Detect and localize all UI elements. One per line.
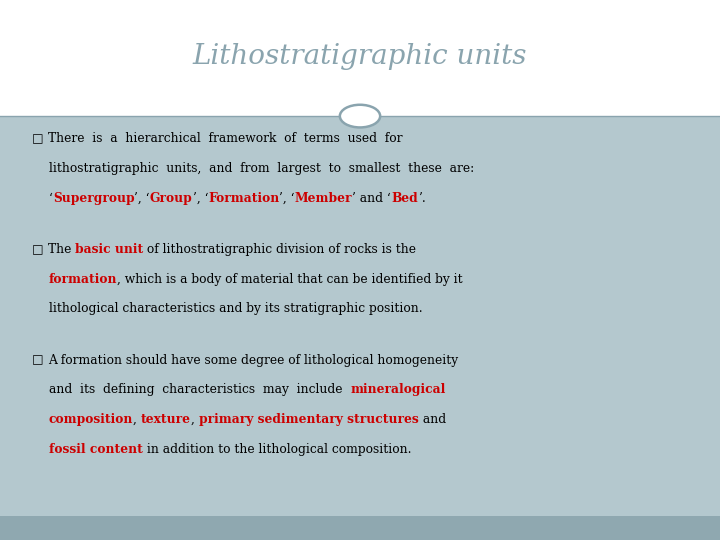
Text: and: and <box>418 413 446 426</box>
FancyBboxPatch shape <box>0 116 720 516</box>
Text: Member: Member <box>295 192 353 205</box>
Text: There  is  a  hierarchical  framework  of  terms  used  for: There is a hierarchical framework of ter… <box>48 132 402 145</box>
Text: ’ and ‘: ’ and ‘ <box>353 192 391 205</box>
Text: Group: Group <box>150 192 193 205</box>
Text: of lithostratigraphic division of rocks is the: of lithostratigraphic division of rocks … <box>143 243 416 256</box>
Text: Lithostratigraphic units: Lithostratigraphic units <box>193 43 527 70</box>
Text: Supergroup: Supergroup <box>53 192 135 205</box>
Text: A formation should have some degree of lithological homogeneity: A formation should have some degree of l… <box>48 354 458 367</box>
Text: and  its  defining  characteristics  may  include: and its defining characteristics may inc… <box>49 383 350 396</box>
Text: primary sedimentary structures: primary sedimentary structures <box>199 413 418 426</box>
Text: Formation: Formation <box>208 192 279 205</box>
FancyBboxPatch shape <box>0 516 720 540</box>
Text: ’, ‘: ’, ‘ <box>135 192 150 205</box>
Text: □: □ <box>32 354 48 367</box>
Text: ’.: ’. <box>418 192 426 205</box>
Text: lithological characteristics and by its stratigraphic position.: lithological characteristics and by its … <box>49 302 423 315</box>
Text: ‘: ‘ <box>49 192 53 205</box>
Text: ,: , <box>133 413 141 426</box>
Text: The: The <box>48 243 75 256</box>
Text: ,: , <box>191 413 199 426</box>
Text: mineralogical: mineralogical <box>350 383 446 396</box>
Text: □: □ <box>32 132 48 145</box>
Text: composition: composition <box>49 413 133 426</box>
Ellipse shape <box>340 105 380 127</box>
Text: formation: formation <box>49 273 117 286</box>
Text: lithostratigraphic  units,  and  from  largest  to  smallest  these  are:: lithostratigraphic units, and from large… <box>49 162 474 175</box>
Text: texture: texture <box>141 413 191 426</box>
FancyBboxPatch shape <box>0 0 720 116</box>
Text: fossil content: fossil content <box>49 443 143 456</box>
Text: , which is a body of material that can be identified by it: , which is a body of material that can b… <box>117 273 463 286</box>
Text: □: □ <box>32 243 48 256</box>
Text: ’, ‘: ’, ‘ <box>279 192 295 205</box>
Text: Bed: Bed <box>391 192 418 205</box>
Text: ’, ‘: ’, ‘ <box>193 192 208 205</box>
Text: in addition to the lithological composition.: in addition to the lithological composit… <box>143 443 411 456</box>
Text: basic unit: basic unit <box>75 243 143 256</box>
